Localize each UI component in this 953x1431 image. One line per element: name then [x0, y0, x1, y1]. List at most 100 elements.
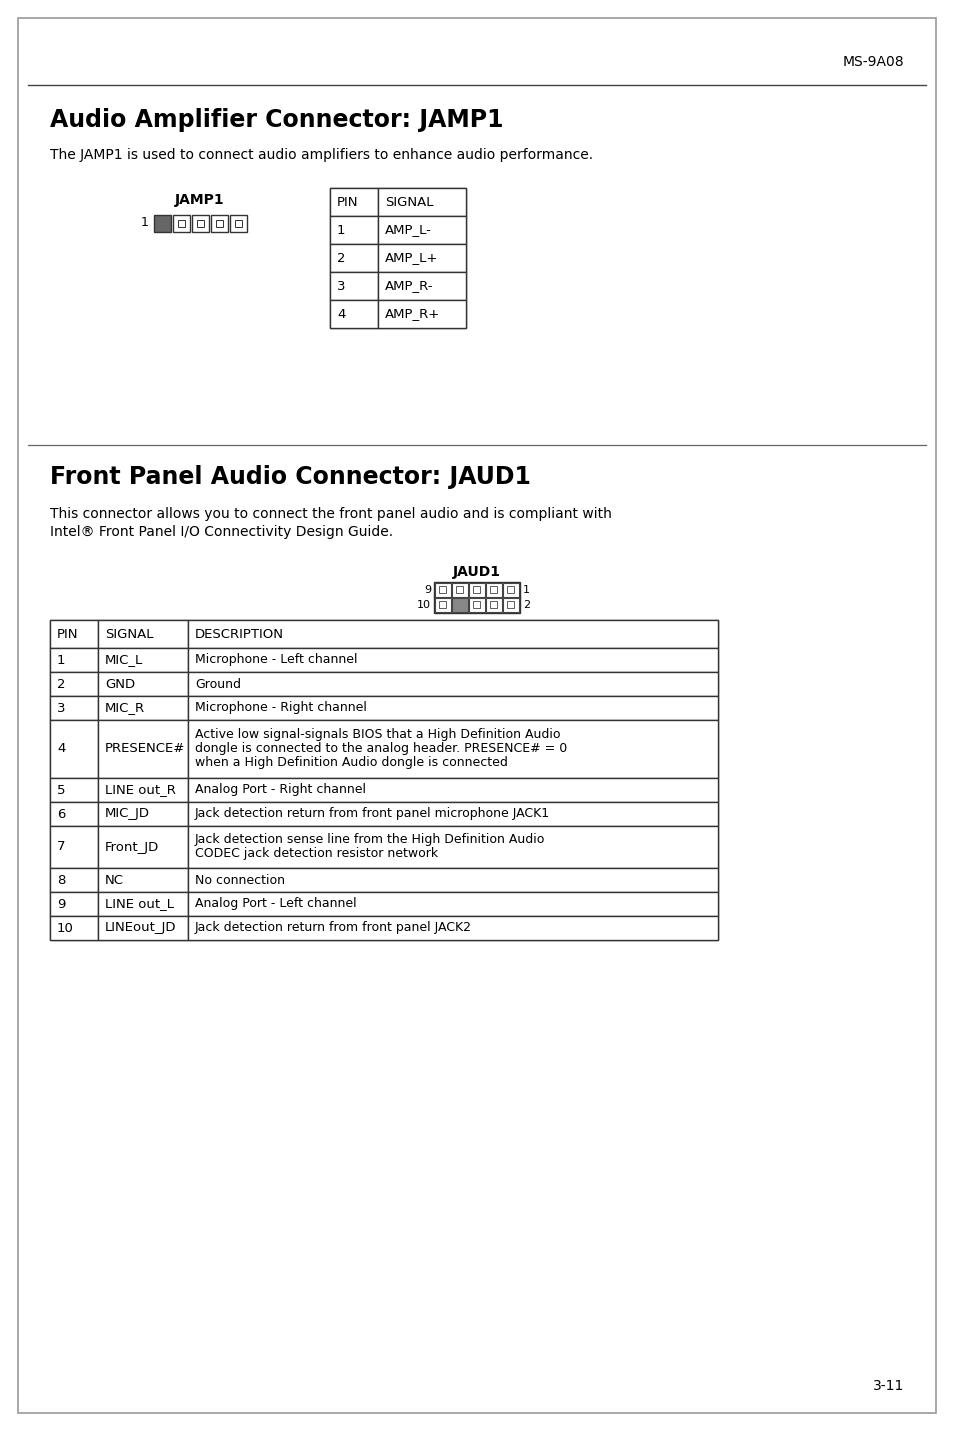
Bar [188, 801, 718, 826]
Bar [196, 220, 204, 228]
Text: Jack detection sense line from the High Definition Audio: Jack detection sense line from the High … [194, 833, 545, 846]
Text: 9: 9 [57, 897, 66, 910]
Bar [490, 587, 497, 592]
Bar [50, 648, 98, 673]
Text: PRESENCE#: PRESENCE# [105, 743, 185, 756]
Bar [188, 778, 718, 801]
Text: DESCRIPTION: DESCRIPTION [194, 628, 284, 641]
Bar [377, 187, 465, 216]
Bar [98, 916, 188, 940]
Text: 1: 1 [336, 223, 345, 236]
Text: 1: 1 [57, 654, 66, 667]
Bar [188, 892, 718, 916]
Text: 3: 3 [57, 701, 66, 714]
Bar [98, 620, 188, 648]
Text: Intel® Front Panel I/O Connectivity Design Guide.: Intel® Front Panel I/O Connectivity Desi… [50, 525, 393, 539]
Text: JAMP1: JAMP1 [175, 193, 225, 207]
Text: SIGNAL: SIGNAL [105, 628, 153, 641]
Text: 1: 1 [522, 585, 530, 595]
Text: AMP_R-: AMP_R- [385, 279, 433, 292]
Text: 2: 2 [336, 252, 345, 265]
Bar [188, 620, 718, 648]
Bar [434, 582, 519, 598]
Bar [473, 587, 479, 592]
Bar [452, 582, 468, 597]
Bar [50, 778, 98, 801]
Text: The JAMP1 is used to connect audio amplifiers to enhance audio performance.: The JAMP1 is used to connect audio ampli… [50, 147, 593, 162]
Text: 9: 9 [423, 585, 431, 595]
Bar [98, 801, 188, 826]
Bar [435, 598, 451, 612]
Text: 3: 3 [336, 279, 345, 292]
Bar [188, 720, 718, 778]
Bar [230, 215, 247, 232]
Text: Microphone - Left channel: Microphone - Left channel [194, 654, 357, 667]
Text: 10: 10 [416, 600, 431, 610]
Bar [377, 301, 465, 328]
Bar [178, 220, 185, 228]
Text: 10: 10 [57, 922, 73, 934]
Bar [188, 648, 718, 673]
Bar [485, 582, 501, 597]
Text: MIC_JD: MIC_JD [105, 807, 150, 820]
Bar [188, 826, 718, 869]
Bar [330, 187, 465, 328]
Text: Jack detection return from front panel microphone JACK1: Jack detection return from front panel m… [194, 807, 550, 820]
Text: dongle is connected to the analog header. PRESENCE# = 0: dongle is connected to the analog header… [194, 743, 567, 756]
Bar [377, 272, 465, 301]
Bar [438, 587, 446, 592]
Text: Front Panel Audio Connector: JAUD1: Front Panel Audio Connector: JAUD1 [50, 465, 530, 489]
Text: 1: 1 [141, 216, 149, 229]
Bar [98, 778, 188, 801]
Bar [50, 620, 98, 648]
Bar [50, 695, 98, 720]
Bar [456, 587, 462, 592]
Bar [377, 216, 465, 245]
Bar [506, 587, 514, 592]
Bar [192, 215, 209, 232]
Text: 4: 4 [336, 308, 345, 321]
Bar [172, 215, 190, 232]
Text: Microphone - Right channel: Microphone - Right channel [194, 701, 367, 714]
Text: NC: NC [105, 873, 124, 886]
Bar [188, 869, 718, 892]
Bar [98, 673, 188, 695]
Text: AMP_L+: AMP_L+ [385, 252, 438, 265]
Text: 7: 7 [57, 840, 66, 853]
Bar [50, 826, 98, 869]
Bar [330, 245, 377, 272]
Bar [215, 220, 223, 228]
Bar [50, 916, 98, 940]
Bar [469, 582, 484, 597]
Bar [50, 673, 98, 695]
Text: MIC_L: MIC_L [105, 654, 143, 667]
Bar [98, 892, 188, 916]
Bar [98, 695, 188, 720]
Text: AMP_R+: AMP_R+ [385, 308, 439, 321]
Text: 2: 2 [522, 600, 530, 610]
Bar [188, 916, 718, 940]
Bar [330, 272, 377, 301]
Text: 3-11: 3-11 [872, 1379, 903, 1392]
Bar [377, 245, 465, 272]
Bar [98, 826, 188, 869]
Text: Jack detection return from front panel JACK2: Jack detection return from front panel J… [194, 922, 472, 934]
Bar [50, 869, 98, 892]
Text: 5: 5 [57, 784, 66, 797]
Bar [469, 598, 484, 612]
Text: Ground: Ground [194, 677, 241, 691]
Text: 2: 2 [57, 677, 66, 691]
Text: 4: 4 [57, 743, 66, 756]
Text: 8: 8 [57, 873, 66, 886]
Text: LINE out_L: LINE out_L [105, 897, 173, 910]
Bar [502, 598, 518, 612]
Text: 6: 6 [57, 807, 66, 820]
Bar [188, 673, 718, 695]
Text: Analog Port - Right channel: Analog Port - Right channel [194, 784, 366, 797]
Bar [438, 601, 446, 608]
Text: PIN: PIN [336, 196, 358, 209]
Bar [153, 215, 171, 232]
Bar [434, 597, 519, 612]
Bar [234, 220, 242, 228]
Text: This connector allows you to connect the front panel audio and is compliant with: This connector allows you to connect the… [50, 507, 611, 521]
